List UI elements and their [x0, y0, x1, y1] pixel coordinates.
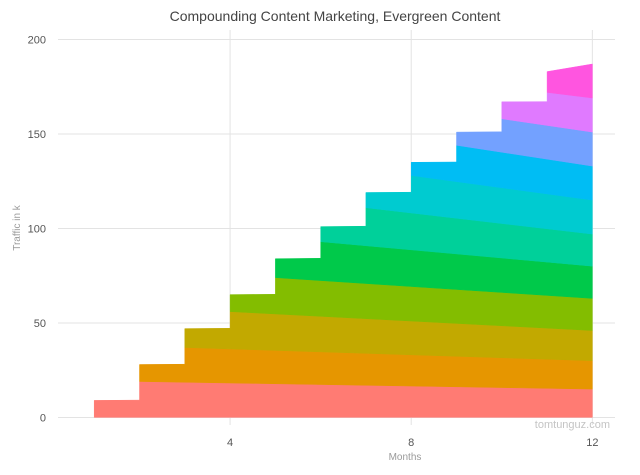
area-layer: [546, 63, 593, 99]
x-tick-label: 8: [408, 437, 414, 449]
y-tick-label: 100: [28, 223, 46, 235]
tick-labels: 0 50 100 150 200 4 8 12: [28, 34, 599, 449]
y-tick-label: 50: [34, 318, 46, 330]
y-axis-label: Traffic in k: [12, 204, 23, 251]
x-tick-label: 4: [227, 437, 233, 449]
y-tick-label: 0: [40, 412, 46, 424]
chart-title: Compounding Content Marketing, Evergreen…: [170, 8, 501, 24]
y-tick-label: 150: [28, 129, 46, 141]
y-tick-label: 200: [28, 34, 46, 46]
area-layers: [93, 63, 593, 418]
watermark: tomtunguz.com: [535, 419, 610, 431]
x-axis-label: Months: [389, 452, 422, 463]
x-tick-label: 12: [586, 437, 598, 449]
